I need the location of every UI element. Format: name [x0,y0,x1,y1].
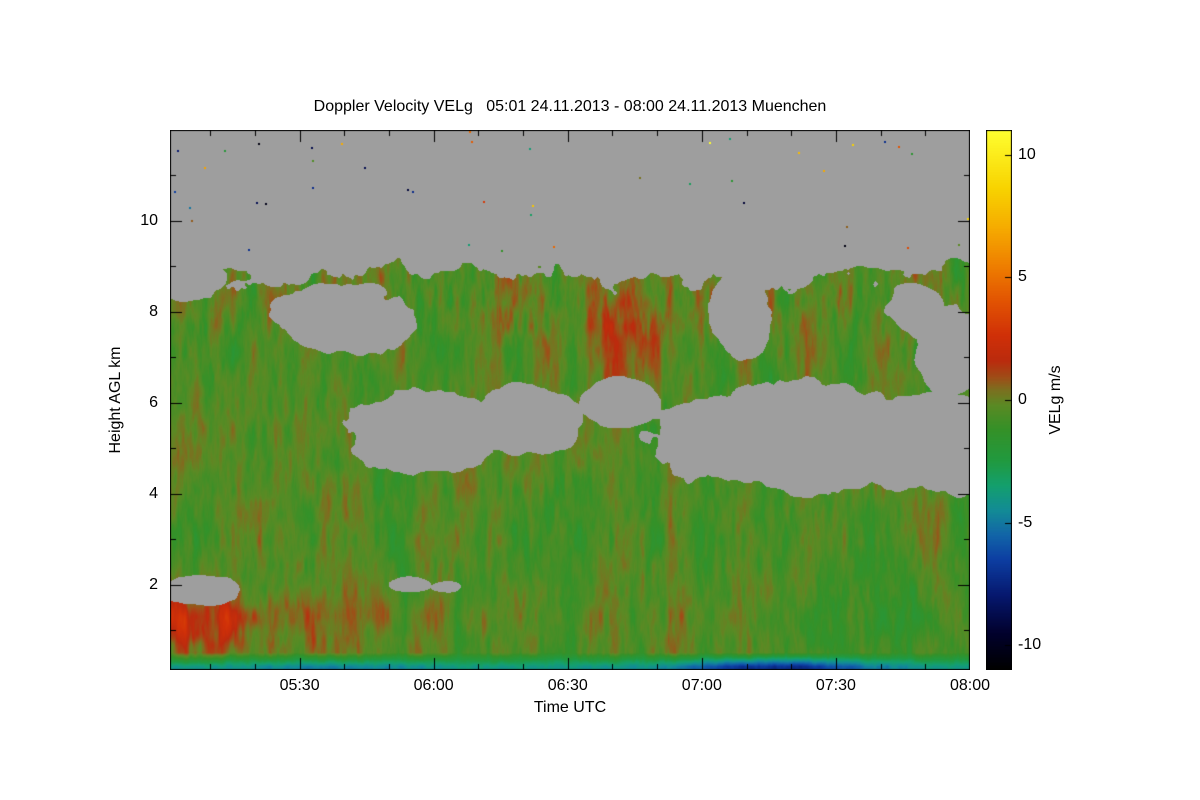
colorbar-tick-label: -5 [1018,513,1033,531]
y-tick-label: 10 [140,211,158,229]
colorbar-tick-label: 0 [1018,390,1027,408]
y-tick-label: 4 [149,484,158,502]
x-tick-label: 06:00 [413,677,454,694]
chart-title: Doppler Velocity VELg 05:01 24.11.2013 -… [313,98,827,115]
colorbar-tick-label: -10 [1018,635,1042,653]
colorbar-tick-label: 5 [1018,267,1027,285]
x-tick-label: 08:00 [949,677,991,694]
colorbar [986,130,1012,670]
y-tick-label: 8 [149,302,158,320]
x-axis-label: Time UTC [533,699,607,716]
x-tick-label: 05:30 [279,677,320,694]
colorbar-tick-label: 10 [1018,145,1036,163]
y-tick-label: 2 [149,575,158,593]
y-tick-label: 6 [149,393,158,411]
x-tick-label: 07:30 [815,677,856,694]
x-tick-label: 06:30 [547,677,588,694]
x-tick-label: 07:00 [681,677,722,694]
heatmap-canvas [170,130,970,670]
